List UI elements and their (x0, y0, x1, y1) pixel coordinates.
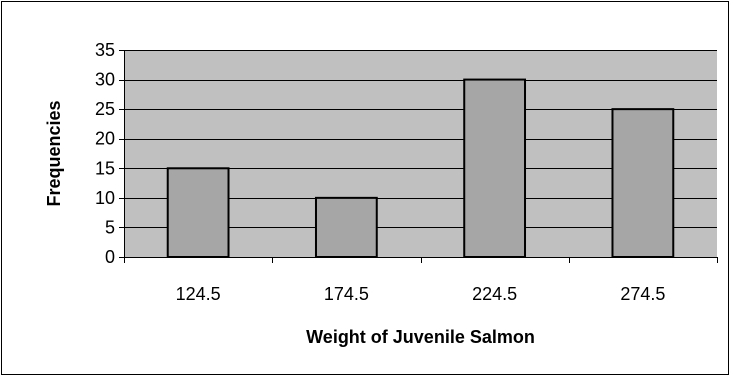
x-tick-label: 224.5 (472, 284, 517, 304)
y-tick-label: 20 (95, 129, 115, 149)
axes (119, 50, 718, 263)
y-tick-label: 25 (95, 99, 115, 119)
x-axis-title: Weight of Juvenile Salmon (306, 327, 535, 347)
bar-274.5 (611, 108, 675, 259)
x-tick-label: 124.5 (176, 284, 221, 304)
x-tick-labels: 124.5 174.5 224.5 274.5 (176, 284, 666, 304)
y-tick-label: 35 (95, 40, 115, 60)
x-tick-label: 274.5 (620, 284, 665, 304)
y-axis-title: Frequencies (44, 100, 64, 206)
y-tick-labels: 0 5 10 15 20 25 30 35 (95, 40, 115, 267)
bar-224.5 (463, 78, 527, 258)
y-tick-label: 10 (95, 188, 115, 208)
y-tick-label: 30 (95, 70, 115, 90)
bar-174.5 (314, 196, 378, 259)
y-tick-label: 15 (95, 158, 115, 178)
y-tick-label: 5 (105, 217, 115, 237)
y-tick-label: 0 (105, 247, 115, 267)
x-tick-label: 174.5 (324, 284, 369, 304)
bar-124.5 (166, 167, 230, 259)
